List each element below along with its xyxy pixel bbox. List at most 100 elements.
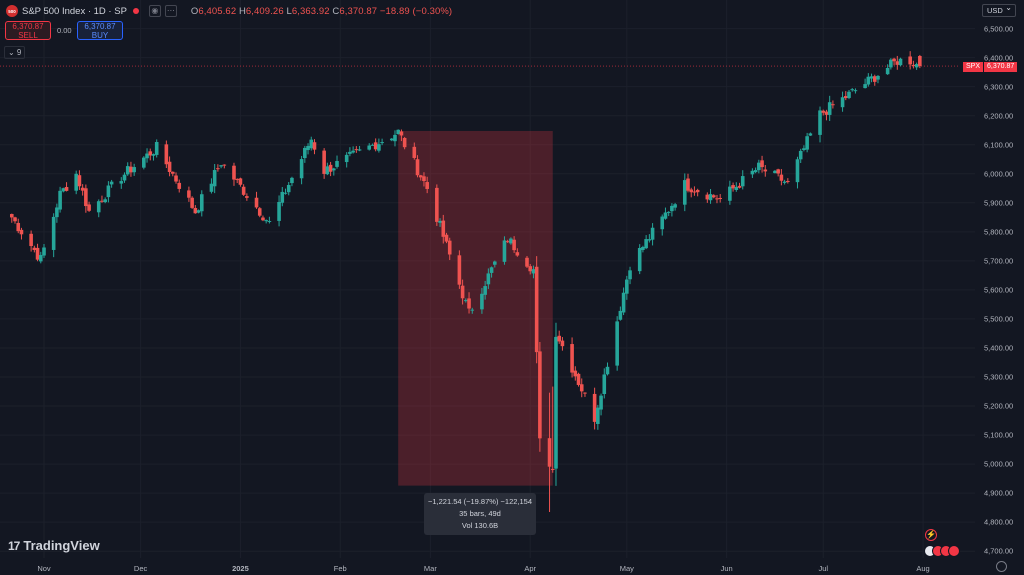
candle — [673, 202, 677, 211]
candle — [418, 174, 423, 181]
candle — [467, 292, 471, 314]
candle-body — [850, 89, 855, 91]
candle-body — [538, 351, 542, 439]
candle-body — [216, 168, 220, 170]
candle — [290, 176, 294, 187]
candle — [193, 205, 198, 214]
candle — [583, 392, 587, 397]
candle-body — [876, 75, 880, 80]
candle-body — [174, 175, 178, 182]
candle — [122, 172, 127, 183]
candle-body — [824, 111, 829, 115]
candle-body — [283, 192, 288, 194]
candle — [740, 170, 745, 190]
candle-body — [87, 204, 91, 211]
candle — [512, 236, 516, 253]
candle — [869, 73, 874, 83]
candle — [705, 192, 710, 203]
candle-body — [447, 240, 452, 255]
candle — [348, 147, 352, 157]
candle — [502, 236, 507, 265]
candle-body — [573, 370, 578, 377]
candle — [148, 148, 153, 161]
candle — [708, 188, 713, 204]
candle-body — [464, 300, 468, 302]
candle — [51, 213, 56, 258]
more-icon[interactable]: ⋯ — [164, 5, 177, 17]
candle — [132, 163, 136, 176]
buy-label: BUY — [91, 30, 109, 40]
y-tick-label: 4,700.00 — [984, 546, 1014, 556]
candle — [351, 146, 355, 154]
candle — [628, 266, 632, 285]
candle — [412, 142, 417, 160]
candle — [711, 194, 716, 199]
y-tick-label: 5,600.00 — [984, 285, 1014, 295]
candle — [692, 186, 697, 196]
candle — [731, 182, 735, 192]
x-tick-label: Jul — [818, 564, 829, 573]
candle-body — [460, 285, 465, 299]
candle-body — [821, 110, 826, 113]
candle-body — [245, 196, 249, 198]
symbol-logo[interactable]: 500 — [6, 5, 18, 17]
candle-body — [238, 178, 243, 185]
trade-panel: 6,370.87 SELL 0.00 6,370.87 BUY — [5, 21, 123, 40]
sell-button[interactable]: 6,370.87 SELL — [5, 21, 51, 40]
candle-body — [373, 142, 378, 150]
candle — [322, 148, 326, 179]
candle — [303, 145, 307, 163]
eye-icon[interactable]: ◉ — [148, 5, 161, 17]
candle-body — [377, 144, 381, 151]
candle-body — [515, 252, 520, 256]
flash-icon[interactable]: ⚡ — [925, 529, 937, 541]
candle — [109, 179, 114, 188]
candle — [602, 368, 607, 399]
tradingview-logo[interactable]: 17 TradingView — [8, 538, 100, 553]
candle — [389, 137, 394, 142]
candle — [821, 109, 826, 116]
candle-body — [602, 374, 607, 395]
candle-body — [74, 173, 78, 191]
events-icon[interactable] — [924, 545, 960, 557]
candle — [605, 362, 610, 376]
y-tick-label: 5,300.00 — [984, 372, 1014, 382]
candle — [74, 170, 78, 195]
candle-body — [190, 197, 194, 208]
candle-body — [148, 151, 153, 156]
indicators-toggle[interactable]: ⌄ 9 — [4, 46, 26, 59]
spread-value: 0.00 — [57, 26, 72, 35]
x-tick-label: Apr — [524, 564, 537, 573]
candle — [145, 148, 149, 163]
candle — [847, 89, 851, 100]
candle — [100, 195, 104, 203]
candle — [757, 159, 761, 174]
settings-icon[interactable] — [996, 561, 1007, 572]
last-price-tag: SPX 6,370.87 — [963, 62, 1018, 72]
candle-body — [798, 150, 803, 160]
symbol-title[interactable]: S&P 500 Index · 1D · SP — [22, 5, 127, 17]
candle — [547, 392, 552, 513]
candle-body — [267, 221, 272, 223]
candle-body — [550, 468, 555, 470]
candle-body — [199, 194, 204, 212]
candle — [531, 265, 536, 279]
currency-select[interactable]: USD — [982, 2, 1016, 17]
candle-body — [422, 176, 426, 182]
candle — [212, 164, 217, 194]
candle-body — [599, 395, 603, 410]
candle-body — [42, 247, 46, 256]
candle — [328, 161, 333, 177]
candle — [238, 177, 243, 187]
candle-body — [154, 141, 159, 155]
candle-body — [692, 191, 697, 193]
market-status-dot[interactable] — [132, 8, 139, 14]
candle — [914, 62, 919, 70]
candle-body — [753, 170, 758, 173]
buy-button[interactable]: 6,370.87 BUY — [77, 21, 123, 40]
candle-body — [389, 138, 394, 141]
candle-body — [84, 188, 88, 207]
candle-body — [583, 392, 587, 394]
y-tick-label: 5,500.00 — [984, 314, 1014, 324]
